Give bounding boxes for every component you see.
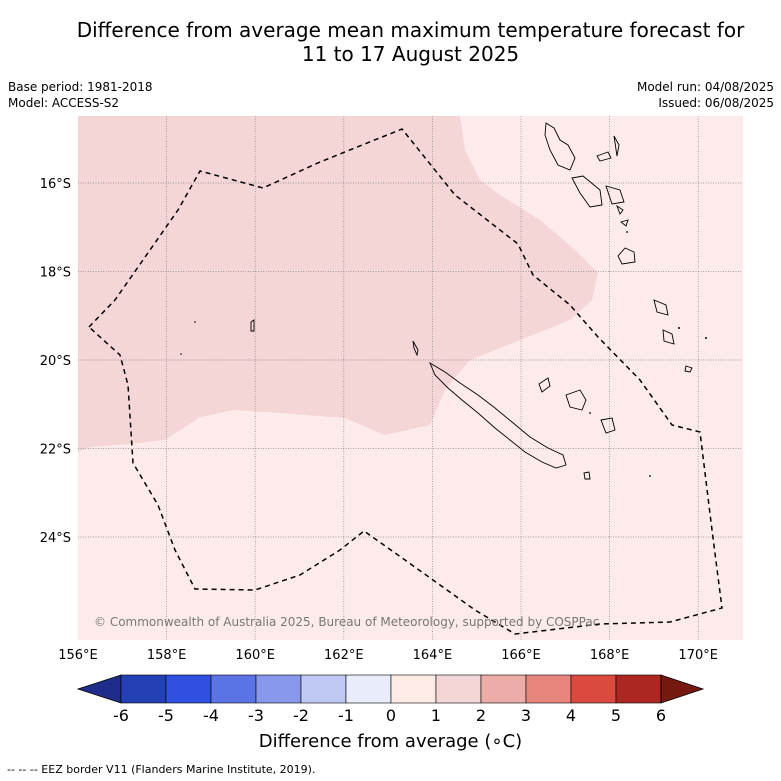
colorbar-bin [615, 674, 662, 704]
loyalty-island-ouvea [538, 377, 551, 393]
loyalty-island-lifou [565, 389, 587, 411]
belep-islands [412, 340, 419, 357]
colorbar-bin [210, 674, 257, 704]
colorbar-bin [525, 674, 572, 704]
colorbar-bin [570, 674, 617, 704]
colorbar-tick-labels: -6 -5 -4 -3 -2 -1 0 1 2 3 4 5 6 [113, 706, 666, 725]
colorbar-tick-label: 0 [386, 706, 396, 725]
eez-border [87, 128, 723, 635]
title-line-1: Difference from average mean maximum tem… [76, 18, 745, 42]
colorbar-bin [390, 674, 437, 704]
lat-tick-label: 16°S [40, 177, 71, 192]
lon-tick-label: 158°E [147, 648, 187, 663]
lat-tick-label: 18°S [40, 266, 71, 281]
lon-tick-label: 160°E [235, 648, 275, 663]
colorbar-bin [255, 674, 302, 704]
figure-title: Difference from average mean maximum tem… [0, 18, 781, 66]
colorbar-bin [480, 674, 527, 704]
lat-tick-label: 24°S [40, 531, 71, 546]
vanuatu-islands [544, 122, 693, 373]
meta-right: Model run: 04/08/2025 Issued: 06/08/2025 [637, 79, 774, 111]
lon-tick-label: 164°E [413, 648, 453, 663]
lon-tick-labels: 156°E 158°E 160°E 162°E 164°E 166°E 168°… [58, 648, 718, 663]
loyalty-island-mare [600, 417, 616, 434]
colorbar-tick-label: -4 [203, 706, 219, 725]
lon-tick-label: 166°E [501, 648, 541, 663]
base-period: Base period: 1981-2018 [8, 80, 153, 94]
colorbar-bin [300, 674, 347, 704]
colorbar-extend-low [76, 674, 122, 704]
colorbar-tick-label: -2 [293, 706, 309, 725]
colorbar-tick-label: 5 [611, 706, 621, 725]
lat-tick-label: 20°S [40, 354, 71, 369]
model-name: Model: ACCESS-S2 [8, 96, 120, 110]
new-caledonia-island [429, 361, 567, 469]
colorbar-tick-label: -6 [113, 706, 129, 725]
colorbar-bin [120, 674, 167, 704]
colorbar [76, 674, 705, 704]
meta-left: Base period: 1981-2018 Model: ACCESS-S2 [8, 79, 153, 111]
grid-lines [78, 116, 743, 640]
colorbar-tick-label: 2 [476, 706, 486, 725]
colorbar-bin [345, 674, 392, 704]
lon-tick-label: 170°E [678, 648, 718, 663]
isle-of-pines [583, 471, 591, 480]
colorbar-tick-label: -3 [248, 706, 264, 725]
chesterfield-island [250, 319, 255, 332]
lat-tick-label: 22°S [40, 443, 71, 458]
colorbar-tick-label: -1 [338, 706, 354, 725]
small-islets [180, 231, 707, 477]
lon-tick-label: 156°E [58, 648, 98, 663]
lon-tick-label: 168°E [590, 648, 630, 663]
colorbar-tick-label: 6 [656, 706, 666, 725]
lat-tick-labels: 16°S 18°S 20°S 22°S 24°S [40, 177, 71, 546]
colorbar-title: Difference from average (∘C) [258, 731, 523, 752]
model-run: Model run: 04/08/2025 [636, 80, 774, 94]
title-line-2: 11 to 17 August 2025 [301, 42, 520, 66]
anomaly-region-1-to-2 [78, 116, 598, 452]
copyright-text: © Commonwealth of Australia 2025, Bureau… [94, 615, 599, 629]
colorbar-tick-label: 3 [521, 706, 531, 725]
lon-tick-label: 162°E [324, 648, 364, 663]
colorbar-bin [435, 674, 482, 704]
colorbar-tick-label: 4 [566, 706, 576, 725]
colorbar-tick-label: -5 [158, 706, 174, 725]
eez-legend: -- -- -- EEZ border V11 (Flanders Marine… [7, 763, 316, 776]
colorbar-bin [165, 674, 212, 704]
colorbar-tick-label: 1 [431, 706, 441, 725]
colorbar-extend-high [660, 674, 705, 704]
issued-date: Issued: 06/08/2025 [658, 96, 774, 110]
